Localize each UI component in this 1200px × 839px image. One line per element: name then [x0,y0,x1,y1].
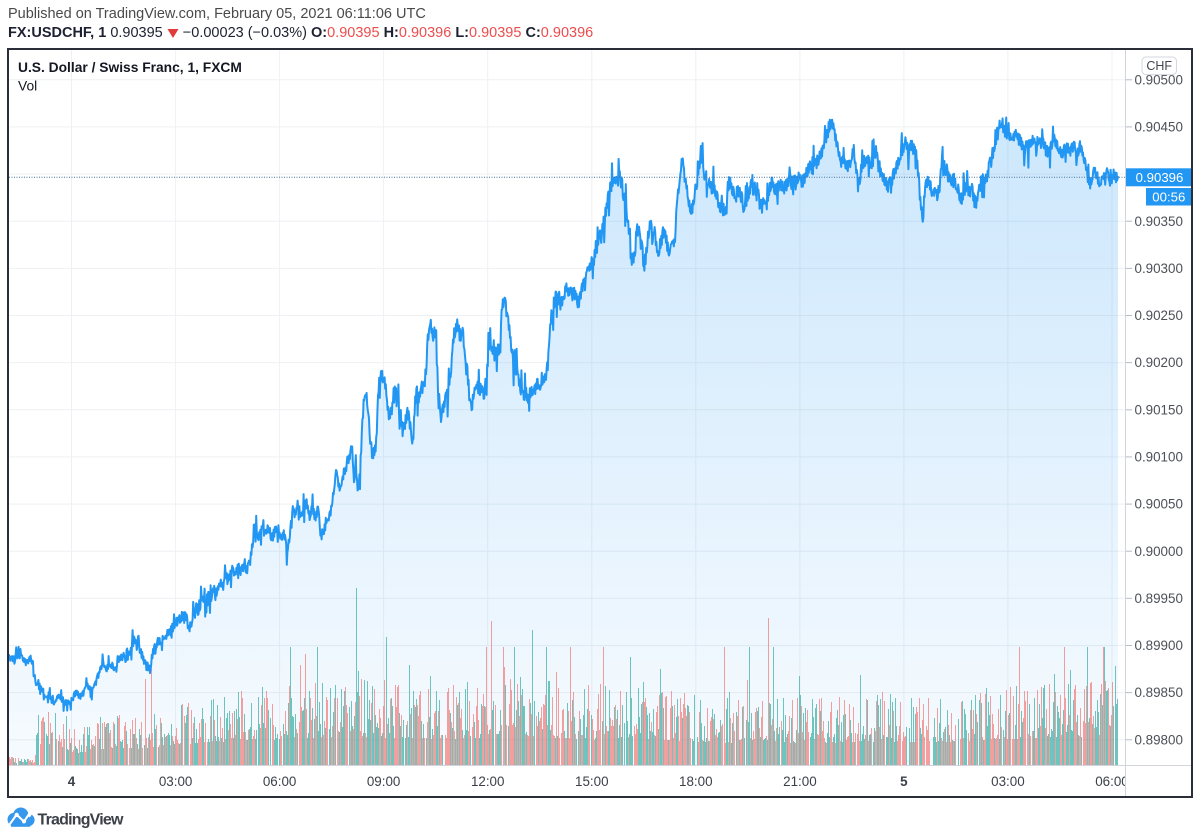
svg-text:0.90350: 0.90350 [1135,214,1183,229]
svg-text:18:00: 18:00 [679,774,713,789]
svg-text:0.90200: 0.90200 [1135,355,1183,370]
svg-text:06:00: 06:00 [1095,774,1129,789]
svg-text:06:00: 06:00 [263,774,297,789]
svg-text:CHF: CHF [1146,59,1172,73]
svg-text:0.90450: 0.90450 [1135,120,1183,135]
svg-text:09:00: 09:00 [367,774,401,789]
svg-text:0.90150: 0.90150 [1135,402,1183,417]
svg-text:Vol: Vol [18,78,37,93]
svg-text:0.90500: 0.90500 [1135,72,1183,87]
svg-text:0.89950: 0.89950 [1135,591,1183,606]
svg-text:5: 5 [900,774,908,789]
svg-text:TradingView: TradingView [38,812,125,829]
svg-text:0.90250: 0.90250 [1135,308,1183,323]
svg-text:0.89800: 0.89800 [1135,732,1183,747]
svg-text:12:00: 12:00 [471,774,505,789]
svg-text:4: 4 [68,774,76,789]
svg-text:0.89900: 0.89900 [1135,638,1183,653]
svg-text:0.90050: 0.90050 [1135,497,1183,512]
svg-text:21:00: 21:00 [783,774,817,789]
svg-text:0.90000: 0.90000 [1135,544,1183,559]
svg-text:0.90100: 0.90100 [1135,450,1183,465]
svg-text:0.90396: 0.90396 [1136,170,1184,185]
svg-text:03:00: 03:00 [159,774,193,789]
svg-text:15:00: 15:00 [575,774,609,789]
svg-text:03:00: 03:00 [991,774,1025,789]
svg-text:00:56: 00:56 [1152,190,1185,205]
svg-text:0.90300: 0.90300 [1135,261,1183,276]
svg-text:0.89850: 0.89850 [1135,685,1183,700]
svg-text:U.S. Dollar / Swiss Franc, 1,: U.S. Dollar / Swiss Franc, 1, FXCM [18,60,242,75]
